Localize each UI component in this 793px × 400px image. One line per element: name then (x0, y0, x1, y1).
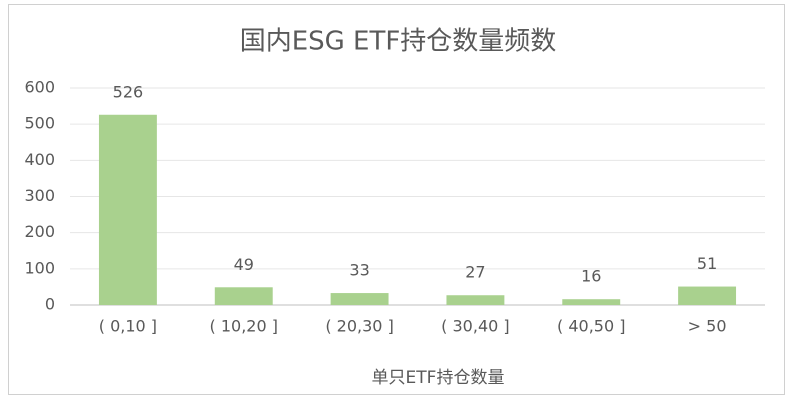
y-tick-label: 600 (24, 78, 55, 97)
y-tick-label: 200 (24, 222, 55, 241)
value-label: 51 (697, 254, 717, 273)
y-tick-label: 400 (24, 150, 55, 169)
value-label: 33 (349, 261, 369, 280)
bar (330, 293, 389, 305)
x-axis-label: 单只ETF持仓数量 (372, 368, 505, 388)
x-tick-label: ( 20,30 ] (325, 317, 393, 336)
x-tick-label: ( 30,40 ] (441, 317, 509, 336)
chart-title: 国内ESG ETF持仓数量频数 (240, 27, 557, 57)
bar (98, 114, 157, 305)
y-tick-label: 300 (24, 186, 55, 205)
x-tick-label: ( 10,20 ] (210, 317, 278, 336)
x-tick-label: ( 40,50 ] (557, 317, 625, 336)
bar (678, 286, 737, 305)
bar (562, 299, 621, 305)
y-tick-label: 500 (24, 114, 55, 133)
x-tick-label: > 50 (688, 317, 727, 336)
bar (446, 295, 505, 305)
value-label: 16 (581, 267, 601, 286)
value-label: 526 (113, 82, 144, 101)
value-label: 27 (465, 263, 485, 282)
value-label: 49 (234, 255, 254, 274)
x-tick-label: ( 0,10 ] (99, 317, 157, 336)
y-tick-label: 100 (24, 258, 55, 277)
y-tick-label: 0 (45, 295, 55, 314)
bar (214, 287, 273, 305)
